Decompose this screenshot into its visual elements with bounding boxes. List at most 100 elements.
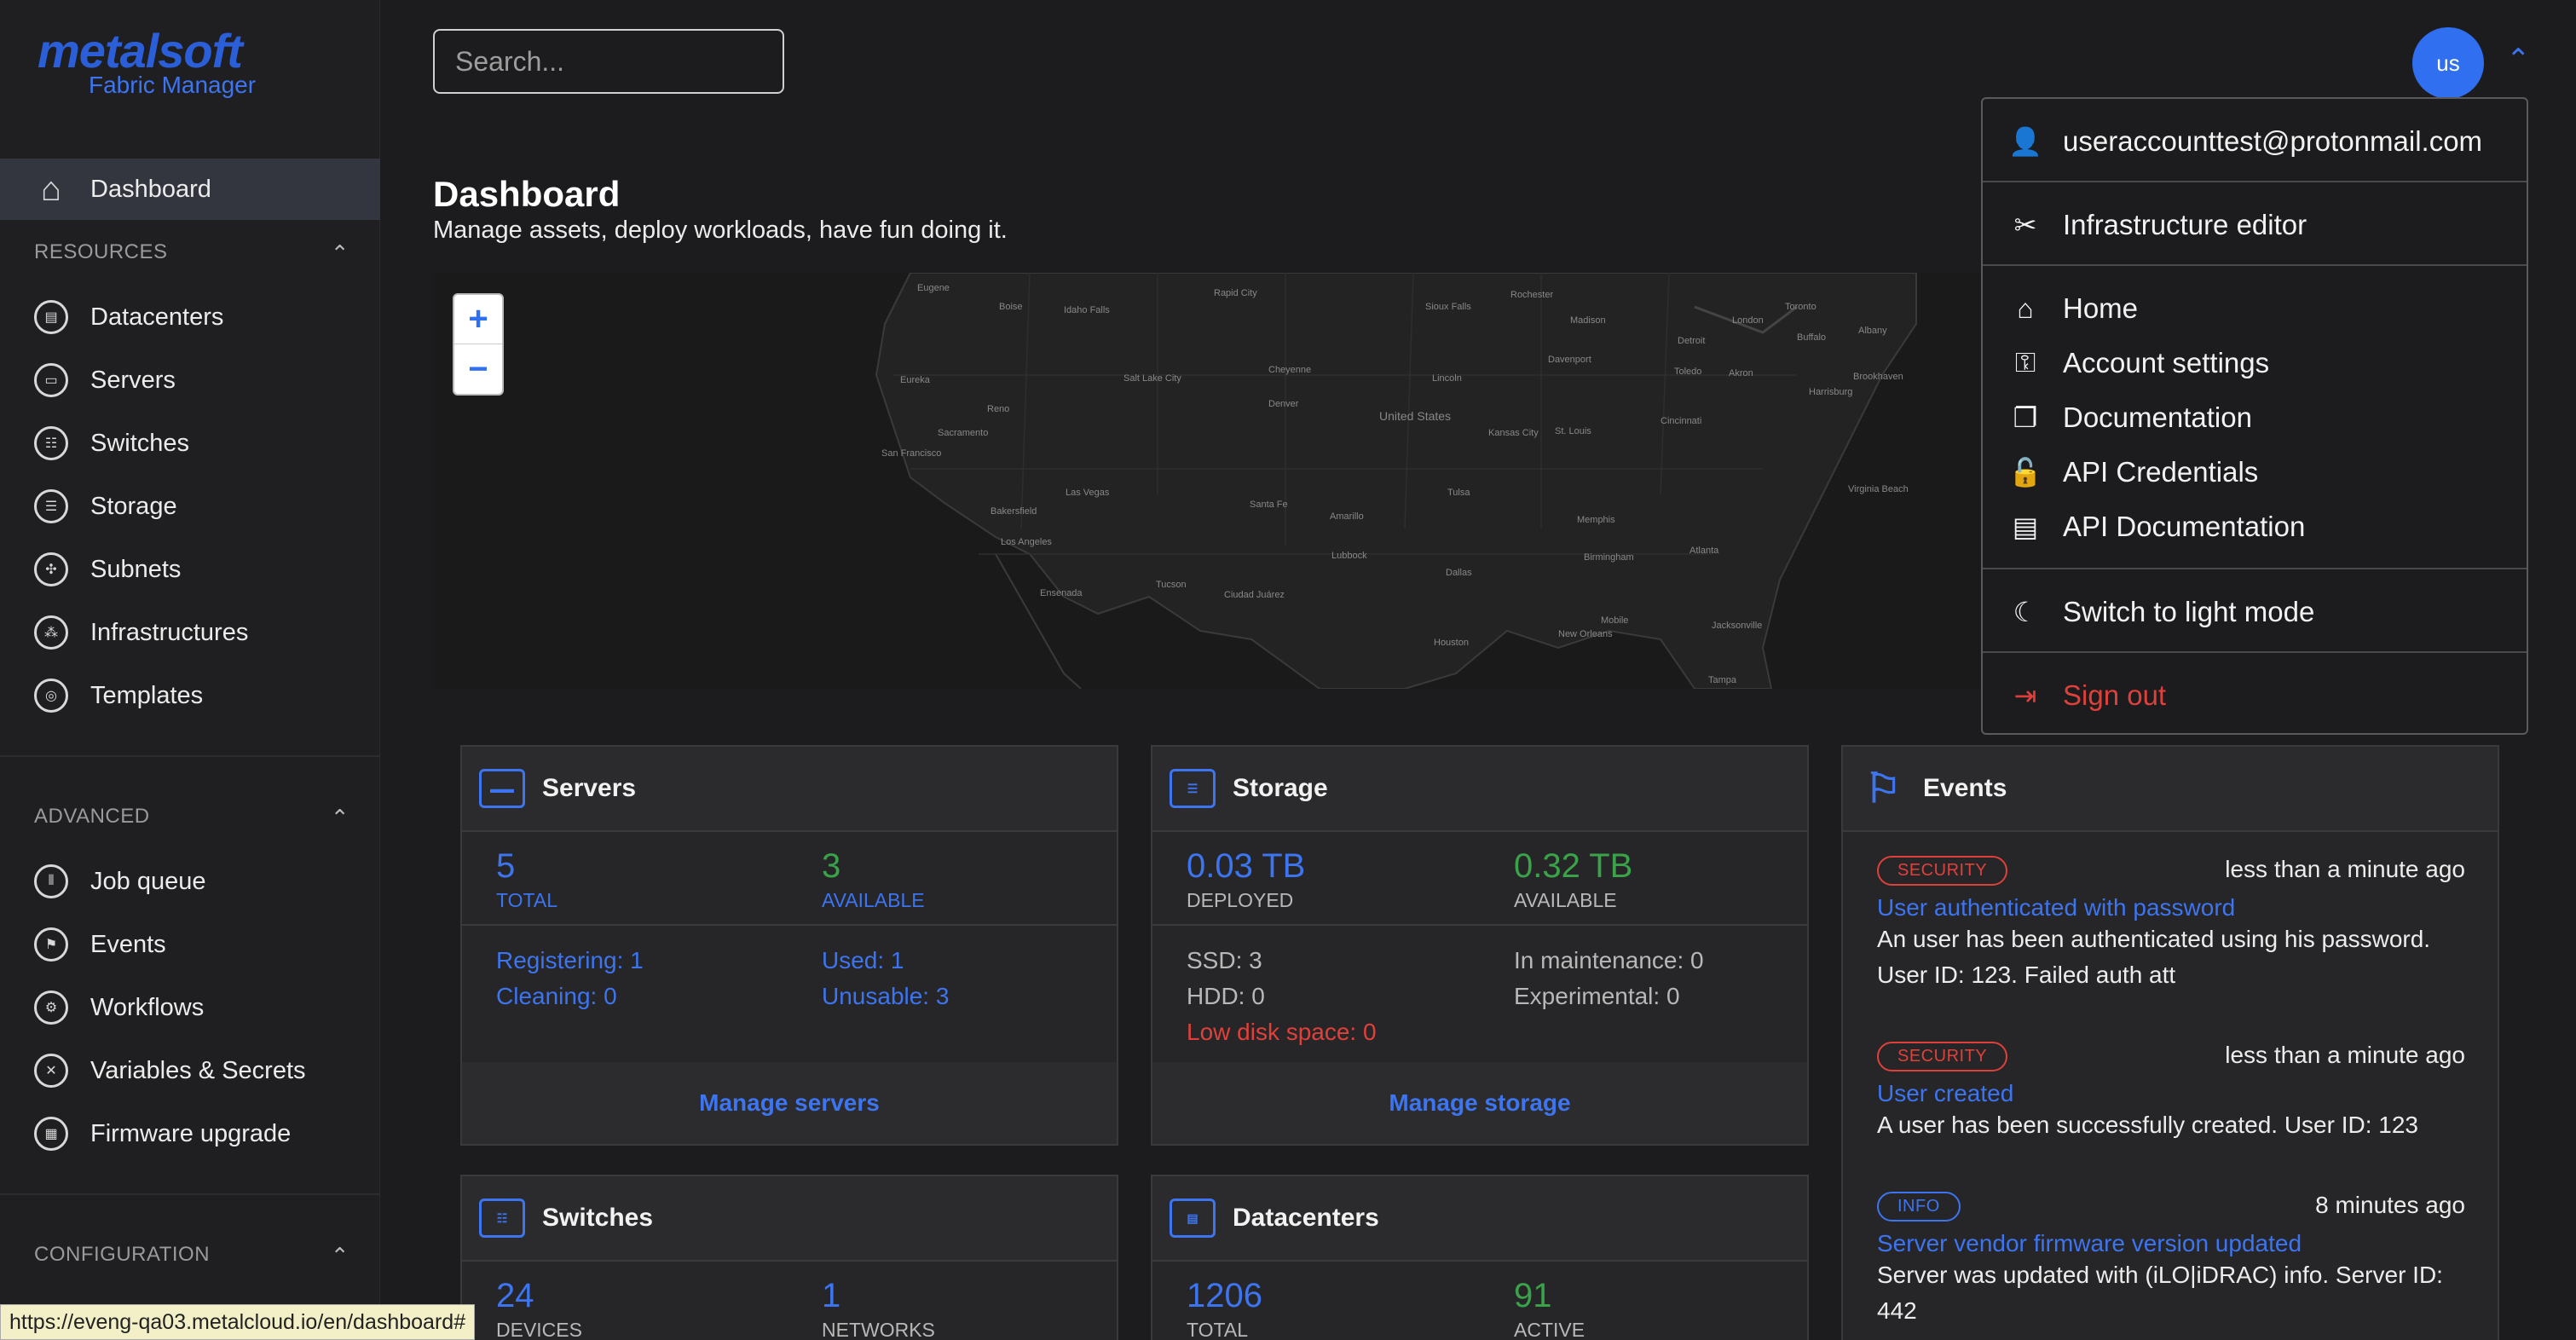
section-resources-header[interactable]: RESOURCES ⌃ — [34, 240, 349, 267]
sidebar-item-job-queue[interactable]: ⦀ Job queue — [0, 851, 380, 912]
logo-product-name: Fabric Manager — [89, 72, 257, 98]
zoom-in-button[interactable]: + — [454, 295, 502, 344]
datacenters-active-stat[interactable]: 91 ACTIVE — [1514, 1277, 1585, 1340]
chevron-up-icon[interactable]: ⌃ — [2506, 43, 2531, 76]
map-city-label: Los Angeles — [1001, 537, 1052, 547]
event-title[interactable]: User authenticated with password — [1877, 894, 2236, 921]
account-settings-item[interactable]: ⚿ Account settings — [1983, 336, 2527, 390]
switch-theme-item[interactable]: ☾ Switch to light mode — [1983, 585, 2527, 639]
zoom-out-button[interactable]: − — [468, 349, 488, 388]
card-title: Servers — [542, 774, 637, 802]
map-city-label: Albany — [1858, 326, 1887, 336]
job-queue-icon: ⦀ — [34, 864, 68, 898]
event-item[interactable]: SECURITY less than a minute ago User aut… — [1877, 856, 2465, 993]
map-city-label: Salt Lake City — [1123, 373, 1181, 384]
map-city-label: Birmingham — [1584, 552, 1634, 563]
api-documentation-item[interactable]: ▤ API Documentation — [1983, 500, 2527, 554]
menu-item-label: Account settings — [2063, 347, 2270, 378]
ssd-count: SSD: 3 — [1187, 947, 1262, 973]
map-city-label: Lubbock — [1331, 551, 1367, 561]
section-advanced-header[interactable]: ADVANCED ⌃ — [34, 805, 349, 831]
manage-servers-button[interactable]: Manage servers — [462, 1062, 1117, 1144]
registering-link[interactable]: Registering: 1 — [496, 947, 644, 973]
sidebar-item-storage[interactable]: ☰ Storage — [0, 476, 380, 537]
event-time: 8 minutes ago — [2315, 1192, 2465, 1218]
search-input[interactable] — [433, 29, 784, 94]
lock-icon: 🔓 — [2008, 457, 2042, 488]
stat-value: 0.03 TB — [1187, 847, 1306, 885]
event-title[interactable]: Server vendor firmware version updated — [1877, 1230, 2302, 1256]
sign-out-item[interactable]: ⇥ Sign out — [1983, 668, 2527, 723]
logo[interactable]: metalsoft Fabric Manager — [38, 26, 256, 99]
event-body: 442 — [1877, 1297, 1917, 1324]
sidebar-item-servers[interactable]: ▭ Servers — [0, 349, 380, 411]
link-preview-status: https://eveng-qa03.metalcloud.io/en/dash… — [0, 1304, 476, 1340]
sidebar-item-templates[interactable]: ◎ Templates — [0, 665, 380, 726]
datacenters-total-stat[interactable]: 1206 TOTAL — [1187, 1277, 1262, 1340]
servers-available-stat[interactable]: 3 AVAILABLE — [822, 847, 925, 912]
server-icon: ▭ — [34, 363, 68, 397]
sidebar-item-infrastructures[interactable]: ⁂ Infrastructures — [0, 602, 380, 663]
map-city-label: Ciudad Juárez — [1224, 590, 1285, 600]
map-city-label: Memphis — [1577, 515, 1615, 525]
servers-total-stat[interactable]: 5 TOTAL — [496, 847, 557, 912]
menu-divider — [1983, 568, 2527, 569]
sidebar-item-datacenters[interactable]: ▤ Datacenters — [0, 286, 380, 348]
infrastructure-icon: ⁂ — [34, 615, 68, 650]
event-item[interactable]: SECURITY less than a minute ago User cre… — [1877, 1042, 2465, 1143]
events-icon: ⚑ — [34, 927, 68, 962]
map-city-label: Tampa — [1708, 675, 1737, 685]
stat-value: 1206 — [1187, 1277, 1262, 1314]
map-city-label: Tulsa — [1447, 488, 1470, 498]
moon-icon: ☾ — [2013, 597, 2038, 627]
infrastructure-editor-item[interactable]: ✂ Infrastructure editor — [1983, 198, 2527, 252]
stat-label: DEVICES — [496, 1319, 582, 1340]
stat-value: 1 — [822, 1277, 841, 1314]
map-city-label: Rapid City — [1214, 288, 1257, 298]
event-item[interactable]: INFO 8 minutes ago Server vendor firmwar… — [1877, 1192, 2465, 1329]
event-title[interactable]: User created — [1877, 1080, 2014, 1106]
storage-icon: ☰ — [1170, 769, 1216, 808]
switches-networks-stat[interactable]: 1 NETWORKS — [822, 1277, 935, 1340]
storage-icon: ☰ — [34, 489, 68, 523]
sidebar-item-workflows[interactable]: ⚙ Workflows — [0, 977, 380, 1038]
menu-item-label: Sign out — [2063, 679, 2167, 711]
sidebar-divider — [0, 755, 380, 757]
home-item[interactable]: ⌂ Home — [1983, 281, 2527, 336]
sidebar-item-switches[interactable]: ☷ Switches — [0, 413, 380, 474]
map-city-label: Houston — [1434, 638, 1469, 648]
map-city-label: Atlanta — [1689, 546, 1719, 556]
cleaning-link[interactable]: Cleaning: 0 — [496, 983, 617, 1009]
sidebar-item-firmware-upgrade[interactable]: ▦ Firmware upgrade — [0, 1103, 380, 1164]
card-divider — [1152, 924, 1807, 926]
servers-breakdown-right: Used: 1 Unusable: 3 — [822, 943, 949, 1014]
avatar[interactable]: us — [2412, 27, 2484, 99]
subnet-icon: ✣ — [34, 552, 68, 586]
card-header: ▬▬ Servers — [462, 747, 1117, 832]
sidebar-item-label: Dashboard — [90, 175, 211, 203]
home-icon: ⌂ — [2017, 292, 2034, 324]
sidebar-item-variables-secrets[interactable]: ✕ Variables & Secrets — [0, 1040, 380, 1101]
card-header: ☰ Storage — [1152, 747, 1807, 832]
used-link[interactable]: Used: 1 — [822, 947, 904, 973]
sidebar-item-label: Job queue — [90, 867, 206, 895]
map-city-label: Denver — [1268, 399, 1299, 409]
card-divider — [462, 924, 1117, 926]
manage-storage-button[interactable]: Manage storage — [1152, 1062, 1807, 1144]
switches-devices-stat[interactable]: 24 DEVICES — [496, 1277, 582, 1340]
section-configuration-header[interactable]: CONFIGURATION ⌃ — [34, 1243, 349, 1269]
stat-label: TOTAL — [496, 889, 557, 911]
sidebar-item-events[interactable]: ⚑ Events — [0, 914, 380, 975]
sidebar-item-label: Firmware upgrade — [90, 1119, 292, 1147]
documentation-item[interactable]: ❐ Documentation — [1983, 390, 2527, 445]
sidebar-item-subnets[interactable]: ✣ Subnets — [0, 539, 380, 600]
stat-label: TOTAL — [1187, 1319, 1248, 1340]
map[interactable]: Eugene Boise Idaho Falls Rapid City Siou… — [433, 273, 2257, 689]
sidebar-item-label: Workflows — [90, 993, 205, 1021]
stat-label: ACTIVE — [1514, 1319, 1585, 1340]
unusable-link[interactable]: Unusable: 3 — [822, 983, 950, 1009]
sidebar-divider — [0, 1193, 380, 1195]
api-credentials-item[interactable]: 🔓 API Credentials — [1983, 445, 2527, 500]
sidebar-item-dashboard[interactable]: ⌂ Dashboard — [0, 159, 380, 220]
user-email-item[interactable]: 👤 useraccounttest@protonmail.com — [1983, 114, 2527, 169]
